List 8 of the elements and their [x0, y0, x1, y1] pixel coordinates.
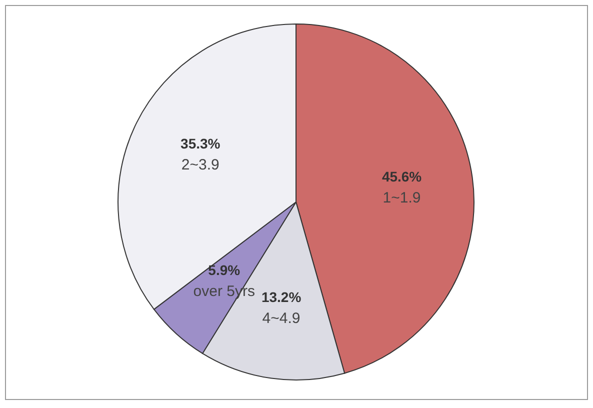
slice-label: 2~3.9 — [181, 156, 220, 174]
data-label: 13.2% — [261, 288, 302, 305]
data-label: 5.9% — [208, 262, 241, 278]
slice-label: 1~1.9 — [382, 189, 421, 206]
slice-label: 4~4.9 — [262, 310, 300, 327]
data-label: 35.3% — [180, 135, 221, 152]
slice-label: over 5yrs — [193, 282, 255, 300]
data-label: 45.6% — [382, 168, 422, 184]
